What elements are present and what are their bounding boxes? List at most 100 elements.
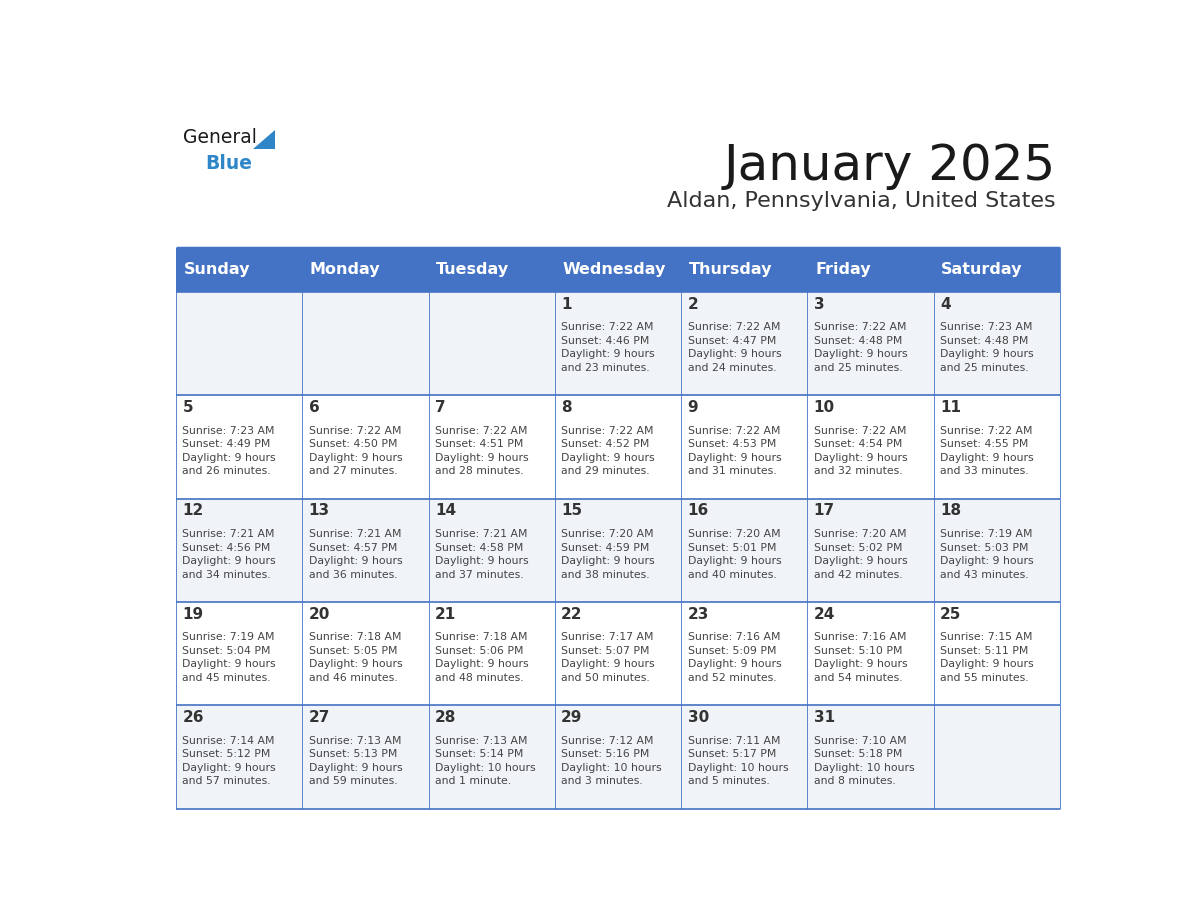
Text: Sunrise: 7:22 AM
Sunset: 4:48 PM
Daylight: 9 hours
and 25 minutes.: Sunrise: 7:22 AM Sunset: 4:48 PM Dayligh… bbox=[814, 322, 908, 373]
FancyBboxPatch shape bbox=[303, 705, 429, 809]
Text: Sunrise: 7:11 AM
Sunset: 5:17 PM
Daylight: 10 hours
and 5 minutes.: Sunrise: 7:11 AM Sunset: 5:17 PM Dayligh… bbox=[688, 735, 788, 787]
Text: Sunrise: 7:20 AM
Sunset: 5:02 PM
Daylight: 9 hours
and 42 minutes.: Sunrise: 7:20 AM Sunset: 5:02 PM Dayligh… bbox=[814, 529, 908, 579]
FancyBboxPatch shape bbox=[303, 395, 429, 498]
FancyBboxPatch shape bbox=[808, 292, 934, 395]
Text: 7: 7 bbox=[435, 400, 446, 415]
FancyBboxPatch shape bbox=[934, 705, 1060, 809]
Text: 14: 14 bbox=[435, 503, 456, 519]
FancyBboxPatch shape bbox=[934, 602, 1060, 705]
Text: Sunrise: 7:20 AM
Sunset: 5:01 PM
Daylight: 9 hours
and 40 minutes.: Sunrise: 7:20 AM Sunset: 5:01 PM Dayligh… bbox=[688, 529, 782, 579]
Text: 2: 2 bbox=[688, 297, 699, 312]
Text: 4: 4 bbox=[940, 297, 950, 312]
FancyBboxPatch shape bbox=[808, 498, 934, 602]
Text: Sunrise: 7:22 AM
Sunset: 4:55 PM
Daylight: 9 hours
and 33 minutes.: Sunrise: 7:22 AM Sunset: 4:55 PM Dayligh… bbox=[940, 426, 1034, 476]
FancyBboxPatch shape bbox=[555, 395, 681, 498]
Text: 29: 29 bbox=[561, 711, 582, 725]
Text: Friday: Friday bbox=[815, 263, 871, 277]
Text: 27: 27 bbox=[309, 711, 330, 725]
Text: Sunrise: 7:22 AM
Sunset: 4:54 PM
Daylight: 9 hours
and 32 minutes.: Sunrise: 7:22 AM Sunset: 4:54 PM Dayligh… bbox=[814, 426, 908, 476]
FancyBboxPatch shape bbox=[303, 498, 429, 602]
Text: 1: 1 bbox=[561, 297, 571, 312]
Text: 21: 21 bbox=[435, 607, 456, 621]
Text: Monday: Monday bbox=[310, 263, 380, 277]
FancyBboxPatch shape bbox=[429, 498, 555, 602]
Text: 28: 28 bbox=[435, 711, 456, 725]
FancyBboxPatch shape bbox=[681, 395, 808, 498]
Polygon shape bbox=[253, 130, 274, 149]
Text: 15: 15 bbox=[561, 503, 582, 519]
Text: 12: 12 bbox=[183, 503, 203, 519]
FancyBboxPatch shape bbox=[176, 705, 303, 809]
Text: Wednesday: Wednesday bbox=[562, 263, 666, 277]
Text: Thursday: Thursday bbox=[689, 263, 772, 277]
Text: Sunrise: 7:22 AM
Sunset: 4:50 PM
Daylight: 9 hours
and 27 minutes.: Sunrise: 7:22 AM Sunset: 4:50 PM Dayligh… bbox=[309, 426, 403, 476]
FancyBboxPatch shape bbox=[176, 395, 303, 498]
Text: 23: 23 bbox=[688, 607, 709, 621]
FancyBboxPatch shape bbox=[176, 292, 303, 395]
Text: 19: 19 bbox=[183, 607, 203, 621]
FancyBboxPatch shape bbox=[808, 248, 934, 292]
Text: Sunrise: 7:14 AM
Sunset: 5:12 PM
Daylight: 9 hours
and 57 minutes.: Sunrise: 7:14 AM Sunset: 5:12 PM Dayligh… bbox=[183, 735, 276, 787]
Text: Blue: Blue bbox=[206, 154, 253, 173]
Text: Sunrise: 7:22 AM
Sunset: 4:52 PM
Daylight: 9 hours
and 29 minutes.: Sunrise: 7:22 AM Sunset: 4:52 PM Dayligh… bbox=[561, 426, 655, 476]
Text: Sunrise: 7:10 AM
Sunset: 5:18 PM
Daylight: 10 hours
and 8 minutes.: Sunrise: 7:10 AM Sunset: 5:18 PM Dayligh… bbox=[814, 735, 915, 787]
Text: Sunrise: 7:18 AM
Sunset: 5:05 PM
Daylight: 9 hours
and 46 minutes.: Sunrise: 7:18 AM Sunset: 5:05 PM Dayligh… bbox=[309, 633, 403, 683]
FancyBboxPatch shape bbox=[176, 498, 303, 602]
FancyBboxPatch shape bbox=[555, 602, 681, 705]
FancyBboxPatch shape bbox=[808, 395, 934, 498]
FancyBboxPatch shape bbox=[303, 602, 429, 705]
FancyBboxPatch shape bbox=[681, 498, 808, 602]
Text: 18: 18 bbox=[940, 503, 961, 519]
Text: Sunrise: 7:20 AM
Sunset: 4:59 PM
Daylight: 9 hours
and 38 minutes.: Sunrise: 7:20 AM Sunset: 4:59 PM Dayligh… bbox=[561, 529, 655, 579]
Text: 8: 8 bbox=[561, 400, 571, 415]
Text: 16: 16 bbox=[688, 503, 709, 519]
FancyBboxPatch shape bbox=[934, 395, 1060, 498]
Text: Sunrise: 7:13 AM
Sunset: 5:14 PM
Daylight: 10 hours
and 1 minute.: Sunrise: 7:13 AM Sunset: 5:14 PM Dayligh… bbox=[435, 735, 536, 787]
Text: 22: 22 bbox=[561, 607, 583, 621]
FancyBboxPatch shape bbox=[808, 705, 934, 809]
FancyBboxPatch shape bbox=[555, 705, 681, 809]
Text: Sunrise: 7:19 AM
Sunset: 5:03 PM
Daylight: 9 hours
and 43 minutes.: Sunrise: 7:19 AM Sunset: 5:03 PM Dayligh… bbox=[940, 529, 1034, 579]
FancyBboxPatch shape bbox=[429, 705, 555, 809]
FancyBboxPatch shape bbox=[681, 705, 808, 809]
FancyBboxPatch shape bbox=[555, 248, 681, 292]
Text: 30: 30 bbox=[688, 711, 709, 725]
FancyBboxPatch shape bbox=[429, 292, 555, 395]
FancyBboxPatch shape bbox=[176, 248, 303, 292]
Text: Sunrise: 7:19 AM
Sunset: 5:04 PM
Daylight: 9 hours
and 45 minutes.: Sunrise: 7:19 AM Sunset: 5:04 PM Dayligh… bbox=[183, 633, 276, 683]
Text: Sunrise: 7:22 AM
Sunset: 4:51 PM
Daylight: 9 hours
and 28 minutes.: Sunrise: 7:22 AM Sunset: 4:51 PM Dayligh… bbox=[435, 426, 529, 476]
FancyBboxPatch shape bbox=[555, 292, 681, 395]
Text: Sunrise: 7:12 AM
Sunset: 5:16 PM
Daylight: 10 hours
and 3 minutes.: Sunrise: 7:12 AM Sunset: 5:16 PM Dayligh… bbox=[561, 735, 662, 787]
FancyBboxPatch shape bbox=[176, 602, 303, 705]
Text: General: General bbox=[183, 128, 258, 147]
Text: Sunrise: 7:21 AM
Sunset: 4:57 PM
Daylight: 9 hours
and 36 minutes.: Sunrise: 7:21 AM Sunset: 4:57 PM Dayligh… bbox=[309, 529, 403, 579]
Text: 6: 6 bbox=[309, 400, 320, 415]
FancyBboxPatch shape bbox=[934, 248, 1060, 292]
Text: Sunrise: 7:22 AM
Sunset: 4:47 PM
Daylight: 9 hours
and 24 minutes.: Sunrise: 7:22 AM Sunset: 4:47 PM Dayligh… bbox=[688, 322, 782, 373]
Text: 31: 31 bbox=[814, 711, 835, 725]
Text: 24: 24 bbox=[814, 607, 835, 621]
FancyBboxPatch shape bbox=[681, 248, 808, 292]
FancyBboxPatch shape bbox=[429, 602, 555, 705]
FancyBboxPatch shape bbox=[429, 248, 555, 292]
Text: Sunrise: 7:22 AM
Sunset: 4:53 PM
Daylight: 9 hours
and 31 minutes.: Sunrise: 7:22 AM Sunset: 4:53 PM Dayligh… bbox=[688, 426, 782, 476]
Text: Sunrise: 7:18 AM
Sunset: 5:06 PM
Daylight: 9 hours
and 48 minutes.: Sunrise: 7:18 AM Sunset: 5:06 PM Dayligh… bbox=[435, 633, 529, 683]
FancyBboxPatch shape bbox=[303, 248, 429, 292]
Text: 13: 13 bbox=[309, 503, 330, 519]
Text: Sunrise: 7:21 AM
Sunset: 4:58 PM
Daylight: 9 hours
and 37 minutes.: Sunrise: 7:21 AM Sunset: 4:58 PM Dayligh… bbox=[435, 529, 529, 579]
FancyBboxPatch shape bbox=[808, 602, 934, 705]
Text: Sunrise: 7:17 AM
Sunset: 5:07 PM
Daylight: 9 hours
and 50 minutes.: Sunrise: 7:17 AM Sunset: 5:07 PM Dayligh… bbox=[561, 633, 655, 683]
FancyBboxPatch shape bbox=[681, 292, 808, 395]
Text: 9: 9 bbox=[688, 400, 699, 415]
Text: Saturday: Saturday bbox=[941, 263, 1023, 277]
Text: 3: 3 bbox=[814, 297, 824, 312]
Text: Sunrise: 7:21 AM
Sunset: 4:56 PM
Daylight: 9 hours
and 34 minutes.: Sunrise: 7:21 AM Sunset: 4:56 PM Dayligh… bbox=[183, 529, 276, 579]
Text: 17: 17 bbox=[814, 503, 835, 519]
Text: 20: 20 bbox=[309, 607, 330, 621]
Text: 11: 11 bbox=[940, 400, 961, 415]
FancyBboxPatch shape bbox=[681, 602, 808, 705]
Text: Aldan, Pennsylvania, United States: Aldan, Pennsylvania, United States bbox=[666, 192, 1055, 211]
FancyBboxPatch shape bbox=[555, 498, 681, 602]
Text: Sunrise: 7:23 AM
Sunset: 4:49 PM
Daylight: 9 hours
and 26 minutes.: Sunrise: 7:23 AM Sunset: 4:49 PM Dayligh… bbox=[183, 426, 276, 476]
Text: Sunrise: 7:16 AM
Sunset: 5:10 PM
Daylight: 9 hours
and 54 minutes.: Sunrise: 7:16 AM Sunset: 5:10 PM Dayligh… bbox=[814, 633, 908, 683]
